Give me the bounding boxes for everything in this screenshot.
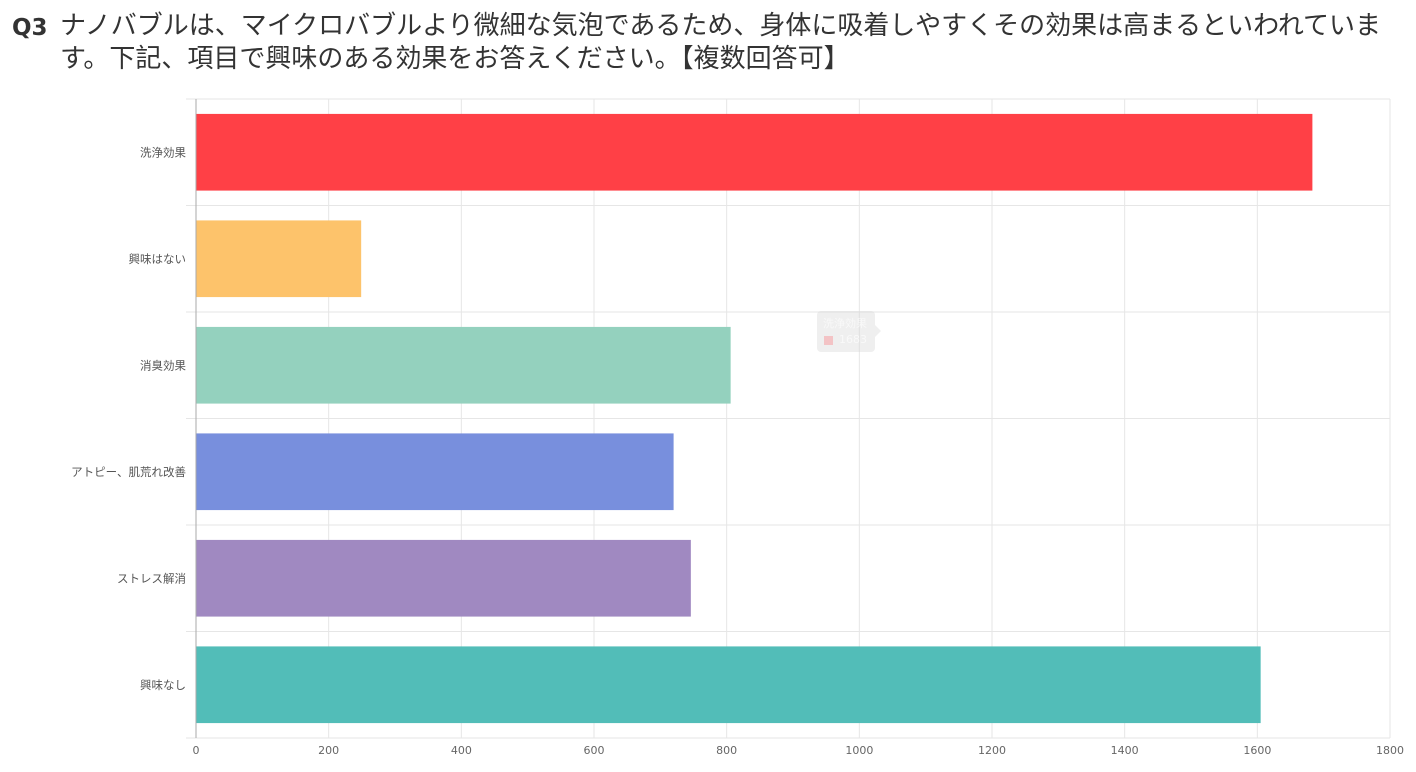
- bar[interactable]: [196, 220, 362, 298]
- x-tick-label: 1400: [1111, 744, 1139, 757]
- category-label: 洗浄効果: [140, 145, 186, 159]
- x-axis-labels: 0 200 400 600 800 1000 1200 1400 1600 1800: [193, 744, 1405, 757]
- category-label: 興味はない: [129, 252, 187, 266]
- bars: [196, 113, 1313, 724]
- question-number: Q3: [12, 15, 48, 41]
- bar[interactable]: [196, 646, 1261, 724]
- question-header: Q3 ナノバブルは、マイクロバブルより微細な気泡であるため、身体に吸着しやすくそ…: [12, 10, 1412, 80]
- x-tick-label: 200: [318, 744, 339, 757]
- question-text: ナノバブルは、マイクロバブルより微細な気泡であるため、身体に吸着しやすくその効果…: [60, 11, 1382, 74]
- category-label: 消臭効果: [140, 358, 186, 372]
- tooltip-value: 1683: [839, 333, 867, 346]
- bar[interactable]: [196, 433, 674, 511]
- bar[interactable]: [196, 326, 731, 404]
- x-tick-label: 1200: [978, 744, 1006, 757]
- x-tick-label: 800: [716, 744, 737, 757]
- grid-lines: [186, 98, 1391, 739]
- tooltip-arrow: [875, 325, 881, 337]
- x-tick-label: 600: [584, 744, 605, 757]
- x-tick-label: 400: [451, 744, 472, 757]
- x-tick-label: 0: [193, 744, 200, 757]
- category-label: ストレス解消: [117, 571, 186, 585]
- category-label: アトピー、肌荒れ改善: [71, 465, 186, 479]
- x-tick-label: 1600: [1243, 744, 1271, 757]
- x-tick-label: 1800: [1376, 744, 1404, 757]
- bar[interactable]: [196, 113, 1313, 191]
- hover-tooltip: 洗浄効果 1683: [817, 311, 881, 352]
- tooltip-category: 洗浄効果: [823, 317, 867, 330]
- x-tick-label: 1000: [845, 744, 873, 757]
- bar[interactable]: [196, 539, 691, 617]
- tooltip-swatch: [824, 336, 833, 345]
- category-label: 興味なし: [140, 678, 186, 692]
